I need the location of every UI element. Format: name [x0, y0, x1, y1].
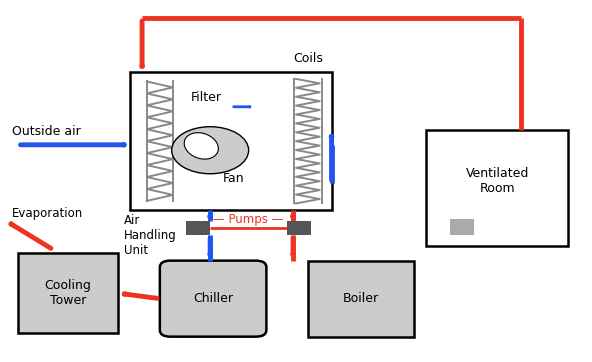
Text: Chiller: Chiller — [193, 292, 233, 305]
Bar — [287, 221, 311, 235]
Text: Boiler: Boiler — [343, 292, 379, 305]
Text: — Pumps —: — Pumps — — [214, 213, 284, 226]
Bar — [186, 221, 210, 235]
Bar — [450, 219, 474, 235]
Text: Ventilated
Room: Ventilated Room — [465, 167, 529, 195]
Ellipse shape — [184, 133, 218, 159]
Text: Coils: Coils — [293, 52, 323, 65]
Text: Filter: Filter — [191, 91, 222, 104]
Text: Air
Handling
Unit: Air Handling Unit — [124, 214, 177, 257]
Bar — [130, 72, 332, 210]
FancyBboxPatch shape — [160, 261, 266, 337]
Bar — [308, 261, 414, 337]
Text: Evaporation: Evaporation — [12, 207, 83, 220]
Text: Cooling
Tower: Cooling Tower — [44, 279, 92, 307]
Circle shape — [172, 127, 249, 174]
Bar — [426, 130, 568, 246]
Text: Outside air: Outside air — [12, 125, 81, 138]
Text: Fan: Fan — [223, 172, 244, 185]
Bar — [18, 253, 118, 333]
